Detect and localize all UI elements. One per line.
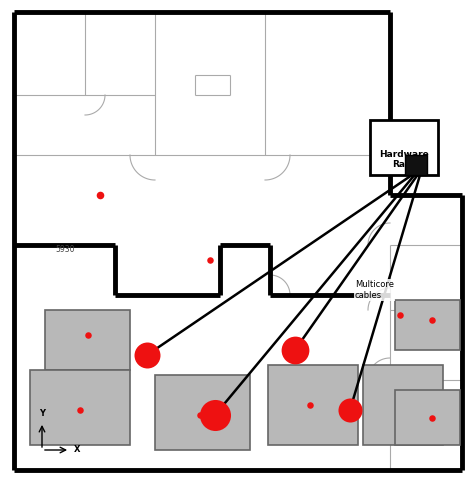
Text: Y: Y <box>39 409 45 418</box>
Bar <box>370 120 438 175</box>
Bar <box>30 370 130 445</box>
Text: Multicore
cables: Multicore cables <box>355 281 394 300</box>
Bar <box>395 300 460 350</box>
Point <box>206 256 214 264</box>
Text: X: X <box>74 445 81 455</box>
Point <box>84 331 92 339</box>
Point <box>76 406 84 414</box>
Point <box>428 414 436 422</box>
Point <box>306 401 314 409</box>
Point <box>291 346 299 354</box>
Point <box>211 411 219 419</box>
Text: Hardware
Rack: Hardware Rack <box>379 150 429 169</box>
Text: 5930: 5930 <box>55 245 74 254</box>
Bar <box>395 390 460 445</box>
Bar <box>268 365 358 445</box>
Bar <box>363 365 443 445</box>
Point <box>196 411 204 419</box>
Point <box>96 191 104 199</box>
Bar <box>45 310 130 370</box>
Point <box>346 406 354 414</box>
Bar <box>405 155 427 175</box>
Point <box>143 351 151 359</box>
Point <box>396 311 404 319</box>
Point <box>428 316 436 324</box>
Bar <box>155 375 250 450</box>
